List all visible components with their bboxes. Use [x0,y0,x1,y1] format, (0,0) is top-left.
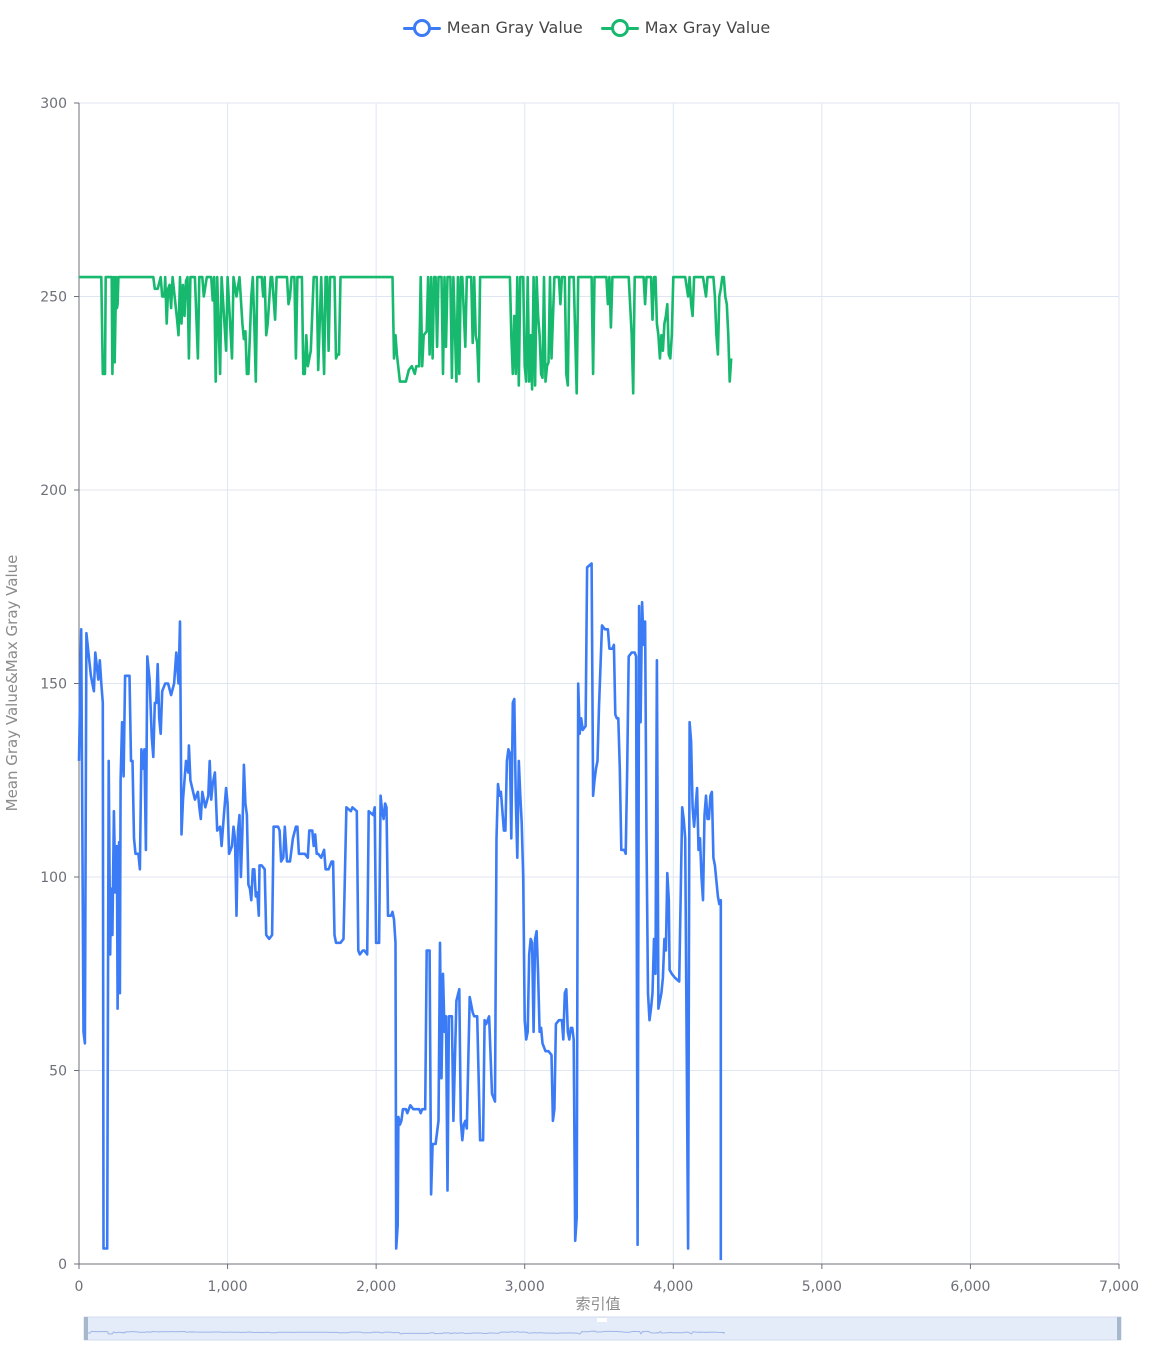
zoom-drag-grip-icon[interactable] [597,1318,607,1322]
zoom-preview-line [83,1330,725,1335]
x-tick-label: 3,000 [505,1279,545,1295]
series-line-max-gray-value[interactable] [79,275,733,395]
legend-max-label: Max Gray Value [644,18,771,37]
legend-max-marker-icon [600,18,639,37]
y-tick-label: 50 [49,1064,67,1080]
legend-item-max[interactable]: Max Gray Value [600,18,771,37]
y-tick-label: 0 [58,1257,67,1273]
y-tick-label: 150 [40,677,67,693]
axes: 0 50 100 150 200 250 300 0 1,000 2,000 3,000 4,000 5… [40,96,1139,1295]
x-tick-label: 1,000 [208,1279,248,1295]
x-tick-label: 0 [75,1279,84,1295]
legend-mean-label: Mean Gray Value [446,18,583,37]
y-axis-title: Mean Gray Value&Max Gray Value [3,555,21,812]
legend-mean-marker-icon [402,18,441,37]
data-zoom-slider[interactable] [83,1316,1122,1341]
y-tick-label: 200 [40,483,67,499]
series-layer [77,275,733,1261]
x-tick-label: 2,000 [356,1279,396,1295]
zoom-handle-right[interactable] [1117,1317,1121,1340]
y-tick-label: 300 [40,96,67,112]
y-tick-label: 100 [40,870,67,886]
series-line-mean-gray-value[interactable] [77,562,723,1261]
legend-item-mean[interactable]: Mean Gray Value [402,18,583,37]
y-tick-label: 250 [40,290,67,306]
x-tick-label: 6,000 [950,1279,990,1295]
x-axis-title: 索引值 [575,1295,620,1313]
x-tick-label: 7,000 [1099,1279,1139,1295]
zoom-handle-left[interactable] [84,1317,88,1340]
x-tick-label: 5,000 [802,1279,842,1295]
legend: Mean Gray Value Max Gray Value [0,18,1173,37]
x-tick-label: 4,000 [653,1279,693,1295]
